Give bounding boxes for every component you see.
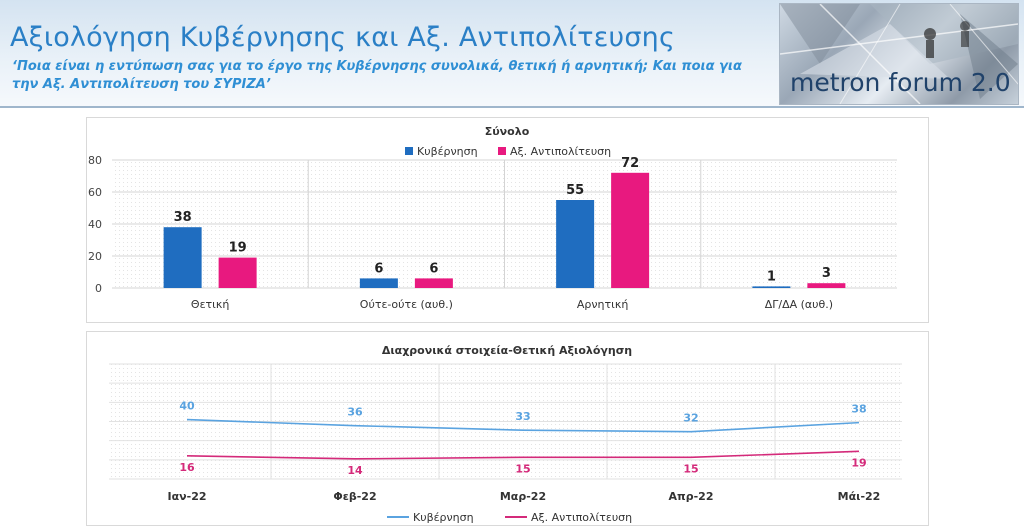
metron-forum-logo: metron forum 2.0 bbox=[779, 3, 1019, 105]
data-label: 16 bbox=[179, 461, 195, 474]
legend-label-2: Αξ. Αντιπολίτευση bbox=[510, 145, 611, 158]
legend-label-1: Κυβέρνηση bbox=[413, 511, 474, 524]
bar bbox=[556, 200, 595, 288]
data-label: 15 bbox=[515, 462, 530, 475]
x-tick-label: Απρ-22 bbox=[669, 490, 714, 503]
page-title: Αξιολόγηση Κυβέρνησης και Αξ. Αντιπολίτε… bbox=[10, 22, 676, 53]
logo-graphic bbox=[780, 4, 1018, 104]
header-divider bbox=[0, 106, 1024, 108]
data-label: 36 bbox=[347, 406, 363, 419]
bar-chart-panel: Σύνολο Κυβέρνηση Αξ. Αντιπολίτευση 0 20 40 60 8… bbox=[86, 117, 929, 323]
bar-value-label: 19 bbox=[229, 241, 247, 256]
data-label: 32 bbox=[683, 412, 698, 425]
x-tick-label: Θετική bbox=[191, 298, 229, 311]
data-label: 14 bbox=[347, 464, 363, 477]
series-line-1 bbox=[186, 418, 860, 433]
y-tick-label: 20 bbox=[88, 250, 102, 263]
bar-value-label: 6 bbox=[374, 261, 383, 276]
bar-value-label: 72 bbox=[621, 156, 639, 171]
series-line-2 bbox=[186, 450, 860, 460]
line-chart: Διαχρονικά στοιχεία-Θετική Αξιολόγηση 40 3… bbox=[109, 344, 902, 524]
header-banner: Αξιολόγηση Κυβέρνησης και Αξ. Αντιπολίτε… bbox=[0, 0, 1024, 108]
x-tick-label: Ιαν-22 bbox=[167, 490, 206, 503]
x-tick-label: Μαρ-22 bbox=[500, 490, 546, 503]
line-chart-panel: Διαχρονικά στοιχεία-Θετική Αξιολόγηση 40 3… bbox=[86, 331, 929, 526]
bar bbox=[752, 286, 791, 288]
bar bbox=[414, 278, 453, 288]
y-tick-label: 60 bbox=[88, 186, 102, 199]
bar-value-label: 1 bbox=[767, 269, 776, 284]
bar-value-label: 3 bbox=[822, 266, 831, 281]
data-label: 15 bbox=[683, 462, 698, 475]
x-tick-label: Μάι-22 bbox=[838, 490, 881, 503]
chart-title: Σύνολο bbox=[485, 125, 530, 138]
data-label: 19 bbox=[851, 456, 866, 469]
data-label: 38 bbox=[851, 403, 866, 416]
x-tick-label: ΔΓ/ΔΑ (αυθ.) bbox=[765, 298, 833, 311]
bar bbox=[611, 172, 650, 288]
bar-value-label: 38 bbox=[174, 210, 192, 225]
page-subtitle: ‘Ποια είναι η εντύπωση σας για το έργο τ… bbox=[12, 59, 742, 92]
legend-swatch-2 bbox=[498, 147, 506, 155]
y-tick-label: 0 bbox=[95, 282, 102, 295]
bar bbox=[359, 278, 398, 288]
bar bbox=[807, 283, 846, 288]
x-tick-label: Αρνητική bbox=[577, 298, 628, 311]
x-tick-label: Φεβ-22 bbox=[333, 490, 376, 503]
bar-value-label: 55 bbox=[566, 183, 584, 198]
y-tick-label: 80 bbox=[88, 154, 102, 167]
data-label: 40 bbox=[179, 400, 195, 413]
legend-label-2: Αξ. Αντιπολίτευση bbox=[531, 511, 632, 524]
bar bbox=[218, 257, 257, 288]
logo-text: metron forum 2.0 bbox=[790, 68, 1011, 97]
y-tick-label: 40 bbox=[88, 218, 102, 231]
legend-swatch-1 bbox=[405, 147, 413, 155]
legend-label-1: Κυβέρνηση bbox=[417, 145, 478, 158]
bar-value-label: 6 bbox=[429, 261, 438, 276]
x-tick-label: Ούτε-ούτε (αυθ.) bbox=[360, 298, 453, 311]
bar-chart: Σύνολο Κυβέρνηση Αξ. Αντιπολίτευση 0 20 40 60 8… bbox=[88, 125, 897, 311]
bar bbox=[163, 227, 202, 288]
data-label: 33 bbox=[515, 410, 530, 423]
chart-title: Διαχρονικά στοιχεία-Θετική Αξιολόγηση bbox=[382, 344, 632, 357]
